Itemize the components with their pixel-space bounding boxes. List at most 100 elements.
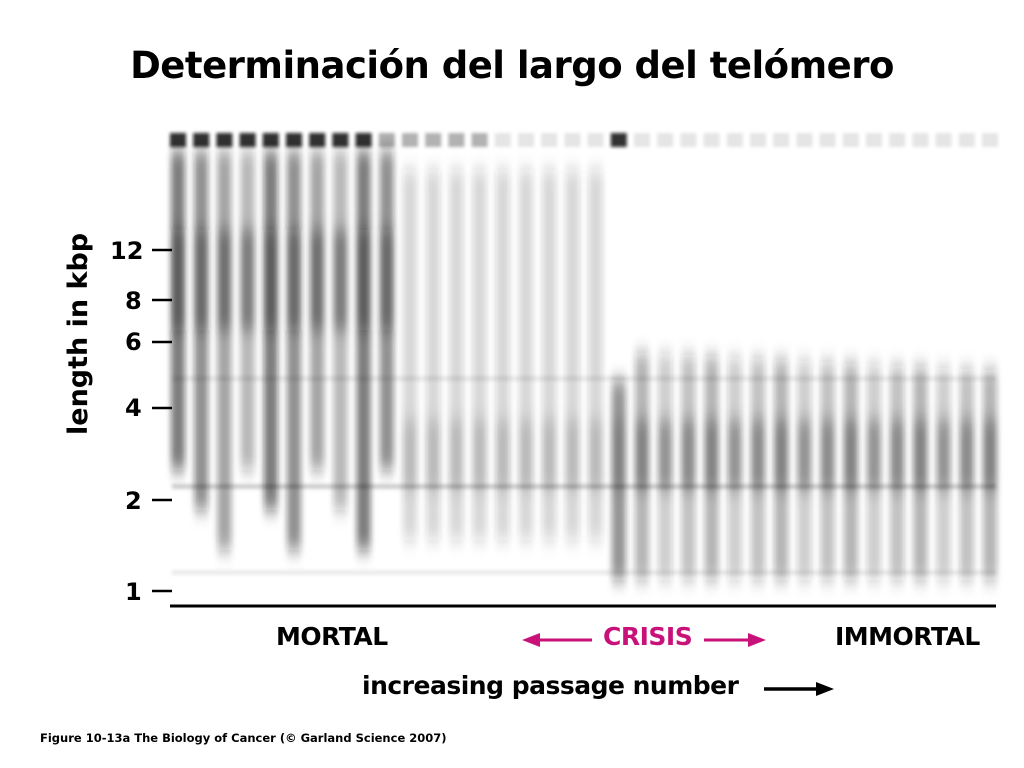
gel-well-band — [703, 133, 720, 147]
gel-well-band — [842, 133, 859, 147]
gel-well-band — [866, 133, 882, 147]
gel-lane — [356, 150, 371, 550]
gel-well-band — [587, 133, 604, 147]
gel-lane-core — [774, 420, 789, 490]
gel-well-band — [889, 133, 906, 147]
tick-label-8: 8 — [125, 287, 142, 315]
gel-lane-core — [635, 420, 649, 490]
tick-label-6: 6 — [125, 328, 142, 356]
gel-lane-core — [287, 230, 301, 330]
gel-lane-core — [820, 420, 835, 490]
gel-well-band — [262, 133, 279, 147]
gel-lane-core — [704, 420, 719, 490]
gel-well-band — [471, 133, 488, 147]
gel-well-band — [796, 133, 813, 147]
gel-lane-core — [936, 420, 951, 490]
y-axis-label: length in kbp — [63, 233, 94, 435]
gel-well-band — [541, 133, 558, 147]
gel-well-band — [286, 133, 302, 147]
gel-marker-band — [172, 484, 996, 489]
figure-caption: Figure 10-13a The Biology of Cancer (© G… — [40, 731, 447, 745]
gel-lane-core — [611, 420, 626, 490]
crisis-arrows — [522, 633, 766, 647]
gel-well-band — [216, 133, 233, 147]
gel-lane-core — [263, 230, 278, 330]
gel-well-band — [309, 133, 326, 147]
slide-title: Determinación del largo del telómero — [130, 44, 894, 87]
gel-well-band — [425, 133, 442, 147]
tick-label-1: 1 — [125, 578, 142, 606]
gel-well-band — [518, 133, 534, 147]
gel-lane-core — [890, 420, 905, 490]
gel-marker-band — [172, 376, 996, 381]
gel-lane-core — [983, 420, 997, 490]
tick-label-12: 12 — [110, 237, 143, 265]
gel-well-band — [982, 133, 998, 147]
gel-lane-core — [171, 230, 185, 330]
gel-well-band — [912, 133, 929, 147]
gel-lane — [217, 150, 232, 550]
gel-lane-core — [310, 230, 325, 330]
crisis-right-arrowhead-icon — [748, 633, 766, 647]
gel-lane-core — [867, 420, 881, 490]
gel-lane-core — [472, 420, 487, 490]
tick-label-4: 4 — [125, 394, 142, 422]
gel-well-band — [935, 133, 952, 147]
gel-lane-core — [959, 420, 974, 490]
gel-well-band — [332, 133, 349, 147]
passage-arrow — [764, 682, 834, 696]
y-axis-ticks: 12 8 6 4 2 1 — [110, 237, 172, 606]
gel-well-band — [564, 133, 581, 147]
gel-marker-band — [172, 570, 996, 575]
gel-lane-core — [542, 420, 557, 490]
passage-number-label: increasing passage number — [362, 671, 739, 700]
gel-lane-core — [751, 420, 765, 490]
phase-label-immortal: IMMORTAL — [835, 622, 980, 651]
passage-arrowhead-icon — [816, 682, 834, 696]
gel-lane-core — [426, 420, 441, 490]
gel-lane-core — [403, 420, 417, 490]
gel-well-band — [239, 133, 256, 147]
gel-lane-core — [449, 420, 464, 490]
gel-lane-core — [843, 420, 858, 490]
gel-well-band — [610, 133, 627, 147]
gel-well-band — [750, 133, 766, 147]
gel-lane-core — [379, 230, 394, 330]
gel-lane-core — [495, 420, 510, 490]
gel-well-band — [193, 133, 210, 147]
gel-well-band — [170, 133, 186, 147]
gel-lane-core — [797, 420, 812, 490]
gel-lane-core — [240, 230, 255, 330]
gel-lane-core — [519, 420, 533, 490]
gel-lane — [287, 150, 301, 550]
gel-wells — [170, 133, 998, 575]
gel-lane-core — [727, 420, 742, 490]
gel-lane-core — [356, 230, 371, 330]
gel-lane-core — [588, 420, 603, 490]
tick-label-2: 2 — [125, 487, 142, 515]
gel-lane-core — [333, 230, 348, 330]
gel-lane-core — [658, 420, 673, 490]
phase-label-crisis: CRISIS — [603, 622, 693, 651]
gel-lane-core — [217, 230, 232, 330]
gel-well-band — [494, 133, 511, 147]
gel-well-band — [726, 133, 743, 147]
gel-well-band — [958, 133, 975, 147]
gel-well-band — [657, 133, 674, 147]
gel-lane-core — [913, 420, 928, 490]
gel-well-band — [634, 133, 650, 147]
gel-well-band — [355, 133, 372, 147]
gel-well-band — [378, 133, 395, 147]
phase-label-mortal: MORTAL — [276, 622, 388, 651]
gel-well-band — [819, 133, 836, 147]
gel-well-band — [448, 133, 465, 147]
gel-well-band — [402, 133, 418, 147]
gel-lane-core — [565, 420, 580, 490]
gel-well-band — [680, 133, 697, 147]
gel-well-band — [773, 133, 790, 147]
gel-lane-core — [681, 420, 696, 490]
gel-lanes — [171, 150, 997, 580]
gel-lane-core — [194, 230, 209, 330]
crisis-left-arrowhead-icon — [522, 633, 540, 647]
